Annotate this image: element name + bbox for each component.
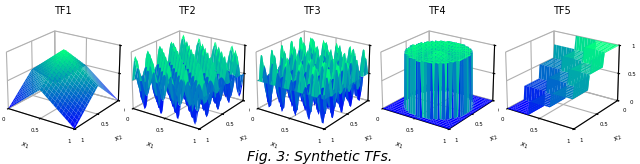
Y-axis label: $x_2$: $x_2$ [612,132,625,145]
X-axis label: $x_1$: $x_1$ [518,141,529,152]
Y-axis label: $x_2$: $x_2$ [488,132,500,145]
Title: TF1: TF1 [54,6,71,16]
Y-axis label: $x_2$: $x_2$ [238,132,250,145]
Title: TF2: TF2 [179,6,196,16]
Title: TF5: TF5 [553,6,570,16]
X-axis label: $x_1$: $x_1$ [268,141,280,152]
X-axis label: $x_1$: $x_1$ [143,141,155,152]
Title: TF3: TF3 [303,6,321,16]
X-axis label: $x_1$: $x_1$ [19,141,30,152]
Y-axis label: $x_2$: $x_2$ [113,132,125,145]
Y-axis label: $x_2$: $x_2$ [363,132,375,145]
X-axis label: $x_1$: $x_1$ [393,141,404,152]
Text: Fig. 3: Synthetic TFs.: Fig. 3: Synthetic TFs. [248,150,392,164]
Title: TF4: TF4 [428,6,445,16]
